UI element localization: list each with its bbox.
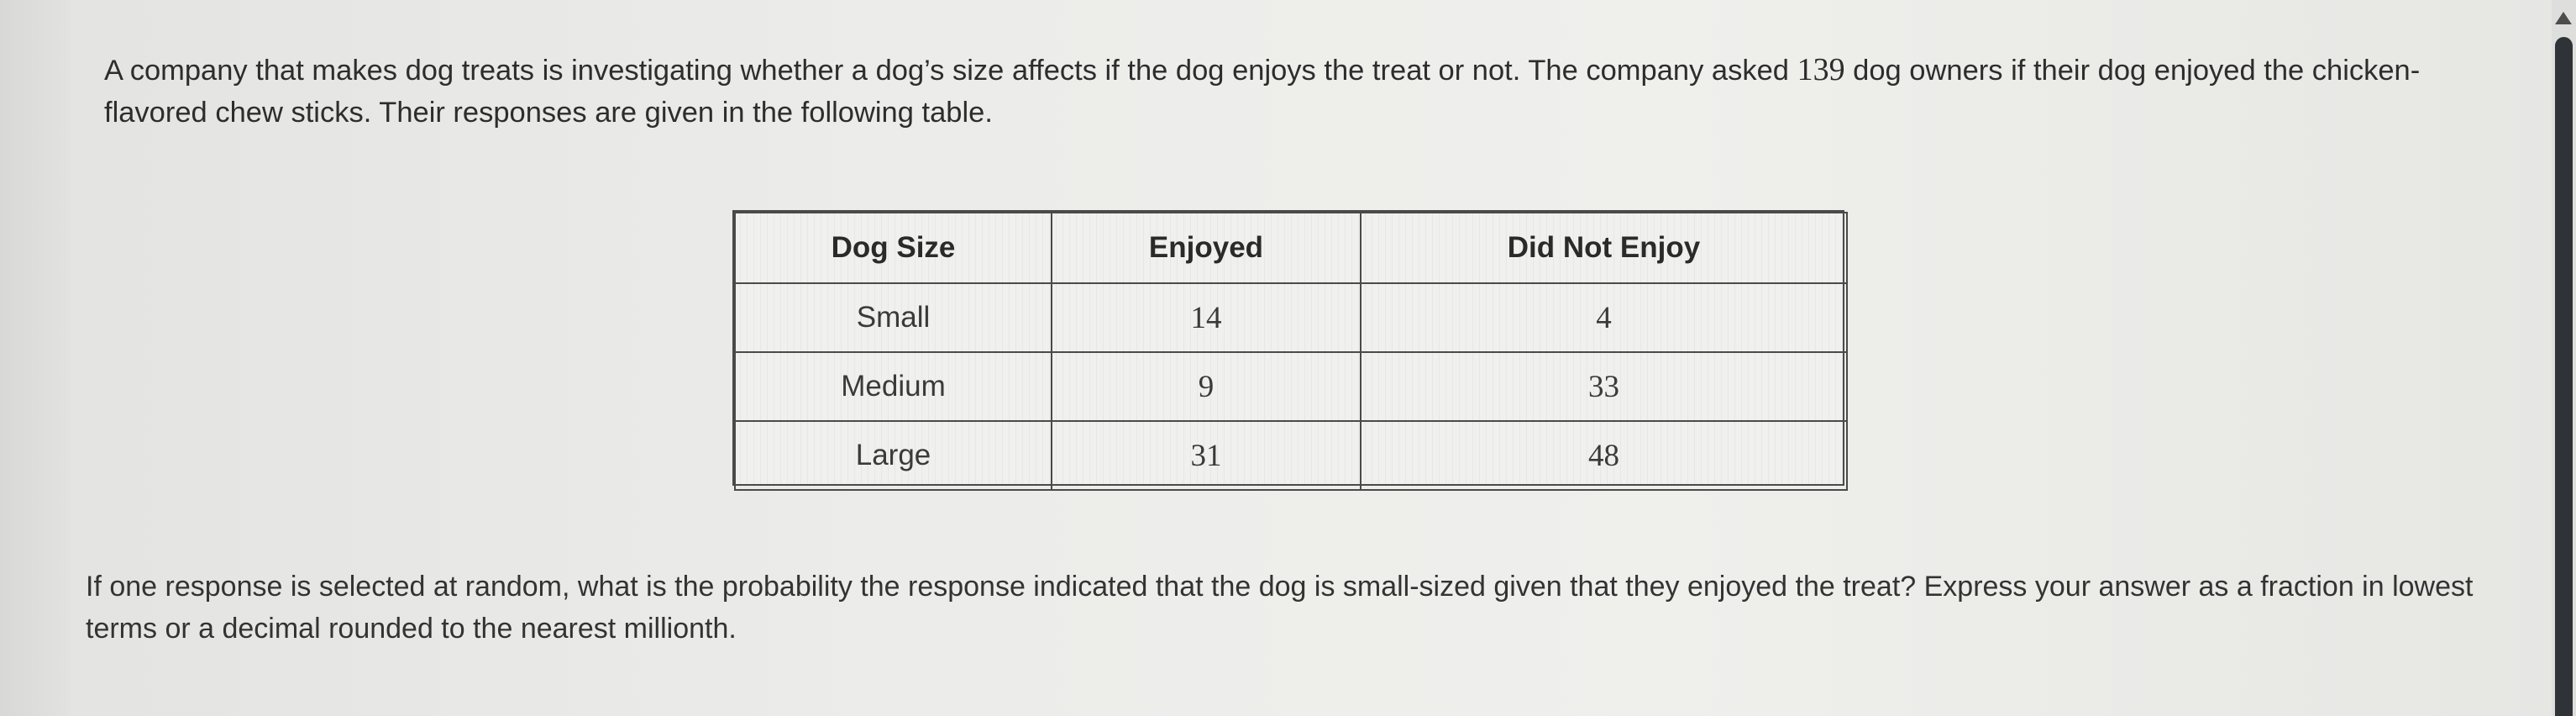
intro-text-before-count: A company that makes dog treats is inves… [104, 55, 1797, 87]
row-large-size: Large [734, 420, 1052, 491]
table-row: Medium 9 33 [734, 351, 1848, 422]
triangle-up-icon[interactable] [2555, 12, 2572, 24]
row-medium-did-not-enjoy: 33 [1360, 351, 1848, 422]
header-dog-size: Dog Size [734, 212, 1052, 284]
header-did-not-enjoy: Did Not Enjoy [1360, 212, 1848, 284]
responses-table: Dog Size Enjoyed Did Not Enjoy Small 14 … [732, 210, 1848, 491]
row-large-did-not-enjoy: 48 [1360, 420, 1848, 491]
problem-intro: A company that makes dog treats is inves… [104, 49, 2481, 134]
row-medium-enjoyed: 9 [1051, 351, 1361, 422]
row-small-enjoyed: 14 [1051, 282, 1361, 353]
row-medium-size: Medium [734, 351, 1052, 422]
responses-table-grid: Dog Size Enjoyed Did Not Enjoy Small 14 … [734, 212, 1848, 491]
intro-text-after-count: dog owners if their dog enjoyed the chic… [104, 55, 2421, 129]
table-header-row: Dog Size Enjoyed Did Not Enjoy [734, 212, 1848, 284]
question-text: If one response is selected at random, w… [86, 571, 2474, 645]
header-enjoyed: Enjoyed [1051, 212, 1361, 284]
scrollbar-thumb[interactable] [2555, 37, 2573, 716]
row-small-did-not-enjoy: 4 [1360, 282, 1848, 353]
table-row: Large 31 48 [734, 420, 1848, 491]
table-row: Small 14 4 [734, 282, 1848, 353]
left-margin-strip [0, 0, 71, 716]
owner-count: 139 [1797, 52, 1845, 87]
row-small-size: Small [734, 282, 1052, 353]
row-large-enjoyed: 31 [1051, 420, 1361, 491]
